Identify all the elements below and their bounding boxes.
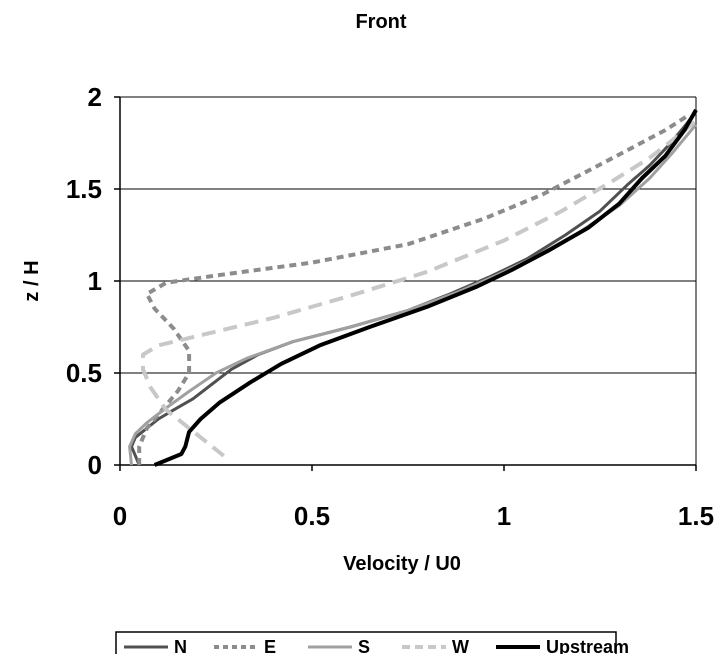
y-tick-label: 0.5 — [66, 358, 102, 388]
legend: N E S W Upstream — [115, 631, 629, 654]
x-tick-label: 0.5 — [294, 501, 330, 531]
y-tick-label: 1 — [88, 266, 102, 296]
legend-label-e: E — [264, 637, 276, 654]
y-tick-label: 1.5 — [66, 174, 102, 204]
series-line-e — [137, 113, 690, 465]
y-ticks: 0 0.5 1 1.5 2 — [66, 82, 120, 480]
y-tick-label: 0 — [88, 450, 102, 480]
legend-label-upstream: Upstream — [546, 637, 629, 654]
y-axis-label: z / H — [21, 260, 43, 301]
x-tick-label: 1.5 — [678, 501, 714, 531]
grid-lines — [120, 96, 696, 374]
series-line-s — [128, 123, 698, 466]
legend-label-s: S — [358, 637, 370, 654]
series-line-n — [130, 110, 698, 466]
legend-label-n: N — [174, 637, 187, 654]
x-ticks: 0 0.5 1 1.5 — [113, 465, 714, 531]
series-lines — [128, 108, 698, 467]
series-line-w — [141, 119, 698, 458]
x-axis-label: Velocity / U0 — [343, 553, 461, 575]
y-tick-label: 2 — [88, 82, 102, 112]
x-tick-label: 0 — [113, 501, 127, 531]
series-line-upstream — [153, 108, 698, 467]
legend-label-w: W — [452, 637, 469, 654]
chart-title: Front — [355, 11, 406, 33]
x-tick-label: 1 — [497, 501, 511, 531]
